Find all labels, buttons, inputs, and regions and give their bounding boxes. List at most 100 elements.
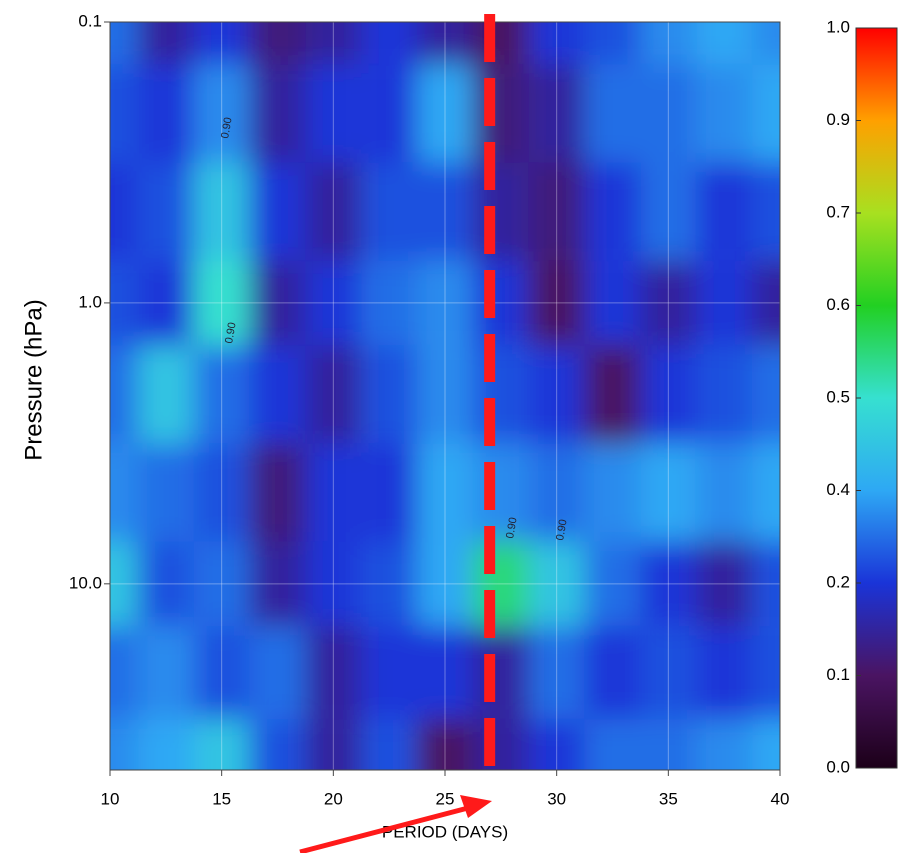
- contour-cell: [640, 22, 697, 65]
- contour-cell: [696, 162, 753, 261]
- contour-cell: [193, 162, 250, 261]
- contour-cell: [110, 626, 138, 720]
- colorbar-tick-label: 1.0: [826, 17, 850, 36]
- arrow-shaft: [299, 805, 469, 855]
- contour-cell: [696, 443, 753, 542]
- contour-cell: [193, 719, 250, 770]
- contour-cell: [696, 719, 753, 770]
- colorbar-tick-label: 0.6: [826, 295, 850, 314]
- contour-cell: [528, 162, 585, 261]
- y-tick-label: 0.1: [78, 11, 102, 30]
- contour-cell: [640, 64, 697, 163]
- contour-label: 0.90: [504, 516, 520, 539]
- contour-cell: [137, 443, 194, 542]
- contour-cell: [137, 719, 194, 770]
- contour-cell: [249, 443, 306, 542]
- contour-cell: [417, 541, 473, 627]
- contour-cell: [752, 719, 780, 770]
- contour-cell: [249, 260, 306, 346]
- contour-cell: [640, 260, 697, 346]
- contour-cell: [472, 719, 529, 770]
- x-tick-label: 40: [771, 789, 790, 808]
- x-tick-label: 15: [212, 789, 231, 808]
- contour-cell: [417, 64, 473, 163]
- contour-cell: [584, 64, 641, 163]
- contour-cell: [528, 443, 585, 542]
- contour-cell: [417, 162, 473, 261]
- contour-cell: [528, 22, 585, 65]
- contour-cell: [110, 162, 138, 261]
- contour-cell: [472, 345, 529, 444]
- contour-cell: [110, 345, 138, 444]
- contour-cell: [528, 541, 585, 627]
- contour-cell: [305, 541, 362, 627]
- contour-cell: [137, 626, 194, 720]
- contour-cell: [528, 719, 585, 770]
- contour-cell: [110, 443, 138, 542]
- contour-cell: [640, 626, 697, 720]
- y-axis-label: Pressure (hPa): [20, 299, 47, 460]
- contour-cell: [752, 64, 780, 163]
- contour-cell: [472, 626, 529, 720]
- contour-cell: [752, 260, 780, 346]
- contour-cell: [137, 260, 194, 346]
- contour-cell: [696, 22, 753, 65]
- contour-cell: [528, 345, 585, 444]
- contour-cell: [305, 345, 362, 444]
- x-tick-label: 20: [324, 789, 343, 808]
- contour-cell: [305, 64, 362, 163]
- x-tick-label: 10: [101, 789, 120, 808]
- contour-cell: [584, 22, 641, 65]
- contour-cell: [249, 22, 306, 65]
- contour-cell: [696, 541, 753, 627]
- contour-cell: [584, 260, 641, 346]
- contour-cell: [110, 541, 138, 627]
- contour-cell: [193, 64, 250, 163]
- contour-cell: [752, 443, 780, 542]
- contour-label: 0.90: [223, 321, 239, 344]
- contour-cell: [193, 541, 250, 627]
- x-axis-label: PERIOD (DAYS): [382, 822, 508, 841]
- contour-cell: [417, 626, 473, 720]
- contour-cell: [137, 64, 194, 163]
- contour-cell: [752, 541, 780, 627]
- colorbar-tick-label: 0.0: [826, 757, 850, 776]
- contour-cell: [472, 162, 529, 261]
- contour-cell: [137, 345, 194, 444]
- contour-cell: [472, 443, 529, 542]
- contour-cell: [752, 345, 780, 444]
- contour-cell: [528, 260, 585, 346]
- contour-cell: [137, 22, 194, 65]
- contour-cell: [472, 22, 529, 65]
- contour-cell: [584, 345, 641, 444]
- contour-cell: [528, 626, 585, 720]
- contour-cell: [305, 22, 362, 65]
- contour-cell: [640, 541, 697, 627]
- contour-cell: [193, 443, 250, 542]
- contour-cell: [417, 345, 473, 444]
- contour-cell: [584, 541, 641, 627]
- contour-cell: [752, 22, 780, 65]
- contour-cell: [110, 719, 138, 770]
- contour-cell: [472, 260, 529, 346]
- contour-cell: [193, 260, 250, 346]
- contour-cell: [361, 345, 418, 444]
- contour-cell: [137, 162, 194, 261]
- colorbar-tick-label: 0.4: [826, 480, 850, 499]
- colorbar-tick-label: 0.5: [826, 387, 850, 406]
- colorbar-tick-label: 0.9: [826, 110, 850, 129]
- contour-cell: [584, 162, 641, 261]
- contour-cell: [472, 64, 529, 163]
- contour-cell: [640, 719, 697, 770]
- contour-cell: [110, 64, 138, 163]
- contour-cell: [305, 260, 362, 346]
- contour-cell: [472, 541, 529, 627]
- contour-cell: [361, 626, 418, 720]
- y-tick-label: 10.0: [69, 573, 102, 592]
- contour-cell: [361, 260, 418, 346]
- contour-cell: [696, 345, 753, 444]
- contour-cell: [193, 22, 250, 65]
- colorbar: [855, 27, 898, 769]
- colorbar-tick-label: 0.1: [826, 665, 850, 684]
